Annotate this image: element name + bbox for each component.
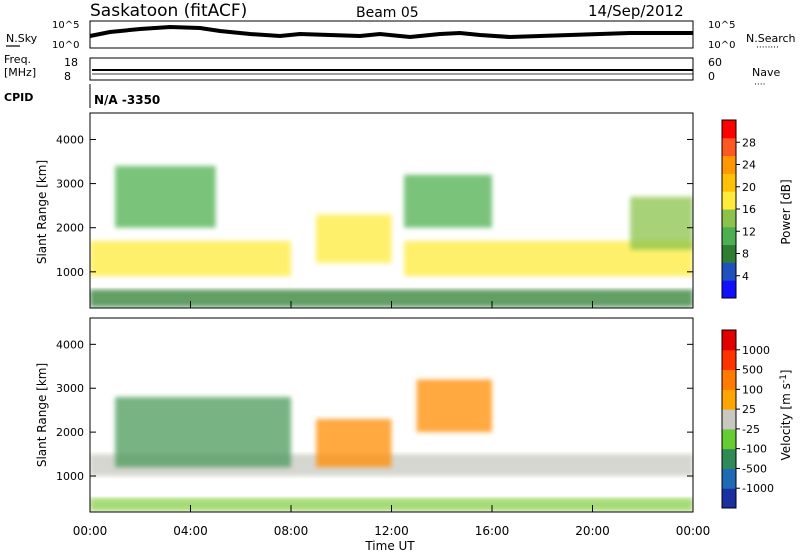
velocity-cbar-seg-4 [722, 409, 736, 430]
power-cbar-seg-5 [722, 191, 736, 210]
velocity-cbar-tick-label-6: -500 [742, 462, 767, 475]
power-cbar-seg-9 [722, 120, 736, 139]
power-cbar-seg-8 [722, 137, 736, 157]
power-cbar-tick-label-2: 20 [742, 181, 756, 194]
x-tick-label-2: 08:00 [274, 524, 309, 538]
freq-tick-low: 8 [64, 70, 71, 83]
power-ytick-label-3: 4000 [56, 133, 84, 146]
velocity-ylabel: Slant Range [km] [35, 363, 49, 467]
cpid-value: N/A -3350 [94, 93, 160, 107]
velocity-ytick-label-2: 3000 [56, 382, 84, 395]
velocity-cbar-tick-label-1: 500 [742, 364, 763, 377]
cpid-label: CPID [4, 91, 33, 104]
velocity-cbar-seg-5 [722, 389, 736, 410]
nave-dots-key: ···· [754, 80, 765, 90]
power-feature-5 [630, 196, 693, 250]
nsearch-tick-high: 10^5 [708, 20, 735, 31]
x-tick-label-5: 20:00 [575, 524, 610, 538]
beam-title: Beam 05 [356, 5, 419, 21]
nave-tick-low: 0 [708, 70, 715, 83]
power-cbar-tick-label-5: 8 [742, 248, 749, 261]
velocity-cbar-tick-label-7: -1000 [742, 482, 774, 495]
power-feature-1 [115, 165, 216, 228]
nave-label: Nave [752, 66, 780, 79]
freq-panel: Freq. [MHz] 18 8 60 0 Nave ···· [4, 53, 780, 90]
power-cbar-seg-7 [722, 155, 736, 174]
power-cbar-tick-label-0: 28 [742, 136, 756, 149]
velocity-cbar-label: Velocity [m s-1] [779, 370, 793, 461]
freq-unit: [MHz] [4, 66, 36, 79]
velocity-cbar-seg-2 [722, 448, 736, 469]
x-tick-label-1: 04:00 [173, 524, 208, 538]
nsearch-dots-key: ········ [756, 43, 779, 53]
velocity-feature-3 [416, 379, 492, 433]
x-tick-label-6: 00:00 [676, 524, 711, 538]
power-feature-2 [316, 214, 392, 263]
nsearch-label: N.Search [746, 32, 796, 45]
power-cbar-seg-6 [722, 173, 736, 192]
velocity-cbar-seg-0 [722, 488, 736, 509]
velocity-ytick-label-1: 2000 [56, 426, 84, 439]
x-tick-label-4: 16:00 [475, 524, 510, 538]
velocity-cbar-seg-1 [722, 468, 736, 489]
velocity-cbar-seg-8 [722, 330, 736, 351]
velocity-panel: 1000 2000 3000 4000 Slant Range [km] [35, 317, 694, 513]
nsky-tick-low: 10^0 [52, 40, 79, 51]
velocity-cbar-frame [721, 329, 737, 509]
power-ytick-label-0: 1000 [56, 266, 84, 279]
x-tick-label-0: 00:00 [73, 524, 108, 538]
velocity-ytick-label-0: 1000 [56, 470, 84, 483]
nsky-trace [89, 24, 693, 40]
velocity-cbar-seg-7 [722, 349, 736, 371]
x-axis-label: Time UT [364, 539, 415, 553]
velocity-ytick-label-3: 4000 [56, 338, 84, 351]
velocity-cbar-tick-label-3: 25 [742, 403, 756, 416]
nsky-label: N.Sky [6, 32, 38, 45]
velocity-feature-2 [316, 418, 392, 468]
velocity-cbar-tick-label-0: 1000 [742, 344, 770, 357]
power-cbar-seg-1 [722, 262, 736, 281]
power-cbar-label: Power [dB] [779, 179, 793, 244]
power-cbar-tick-label-6: 4 [742, 270, 749, 283]
date-title: 14/Sep/2012 [588, 2, 684, 20]
power-cbar-seg-4 [722, 209, 736, 228]
power-panel: 1000 2000 3000 4000 Slant Range [km] [35, 112, 694, 309]
power-cbar-tick-label-4: 12 [742, 225, 756, 238]
velocity-feature-1 [115, 397, 291, 468]
velocity-cbar-tick-label-5: -100 [742, 443, 767, 456]
power-feature-4 [404, 174, 492, 228]
power-cbar-seg-3 [722, 226, 736, 246]
freq-tick-high: 18 [64, 56, 78, 69]
nsky-panel: N.Sky 10^5 10^0 10^5 10^0 N.Search ·····… [6, 20, 796, 53]
velocity-cbar-tick-label-4: -25 [742, 423, 760, 436]
nsearch-tick-low: 10^0 [708, 40, 735, 51]
station-title: Saskatoon (fitACF) [90, 1, 247, 21]
power-feature-0 [90, 240, 291, 277]
power-feature-6 [90, 289, 693, 308]
power-cbar-tick-label-3: 16 [742, 203, 756, 216]
velocity-cbar-tick-label-2: 100 [742, 383, 763, 396]
power-cbar-seg-2 [722, 244, 736, 263]
nave-tick-high: 60 [708, 56, 722, 69]
power-ylabel: Slant Range [km] [35, 160, 49, 264]
power-cbar-tick-label-1: 24 [742, 159, 756, 172]
velocity-feature-4 [90, 497, 693, 512]
power-ytick-label-1: 2000 [56, 222, 84, 235]
velocity-cbar-seg-3 [722, 428, 736, 450]
power-cbar-seg-0 [722, 280, 736, 299]
x-tick-label-3: 12:00 [374, 524, 409, 538]
velocity-cbar-seg-6 [722, 369, 736, 390]
power-ytick-label-2: 3000 [56, 178, 84, 191]
freq-label: Freq. [4, 53, 31, 66]
nsky-tick-high: 10^5 [52, 20, 79, 31]
